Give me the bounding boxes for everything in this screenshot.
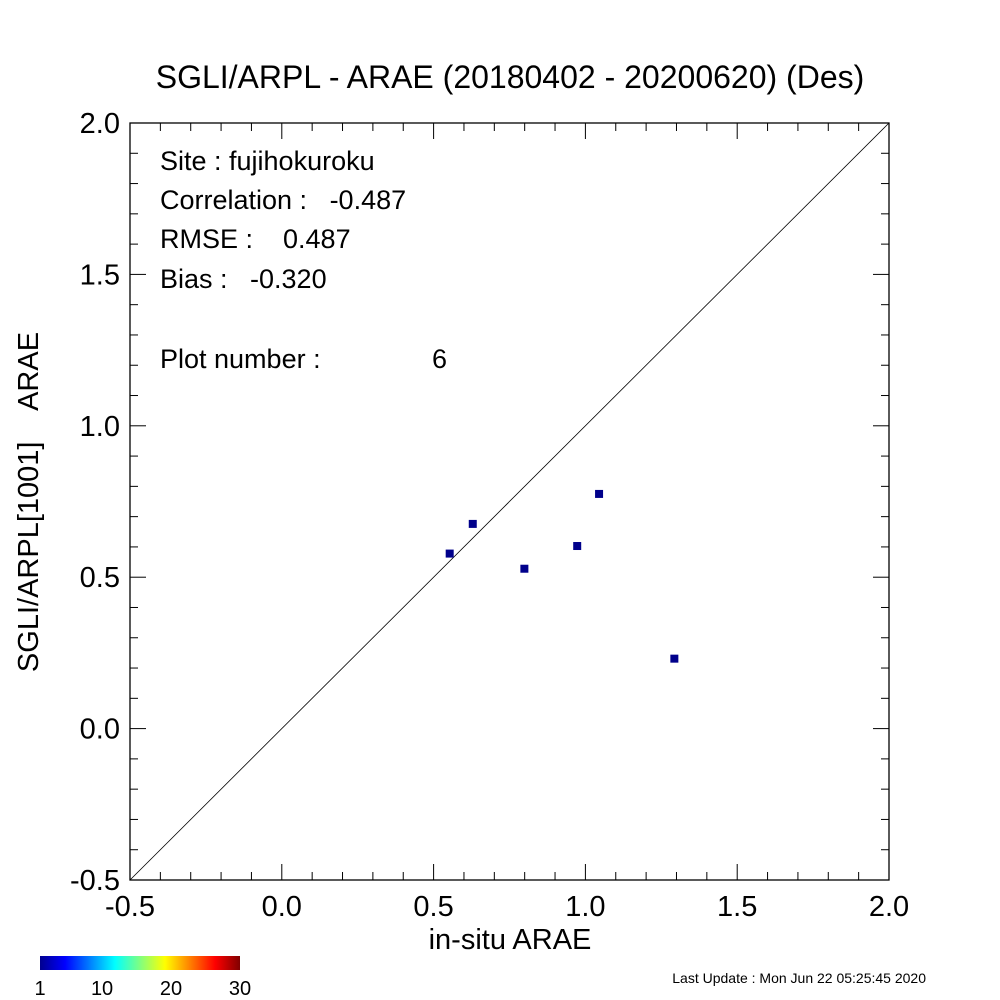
y-tick-label: 1.5: [80, 259, 120, 291]
x-tick-label: 0.5: [413, 891, 453, 923]
y-tick-label: 2.0: [80, 108, 120, 140]
y-axis-label: SGLI/ARPL[1001] ARAE: [13, 332, 45, 672]
correlation-annotation: Correlation : -0.487: [160, 185, 406, 215]
axis-tick-labels: -0.5 0.0 0.5 1.0 1.5 2.0 -0.5 0.0 0.5 1.0 1.5 2.0: [70, 108, 909, 923]
colorbar-tick-label: 30: [229, 978, 251, 1000]
x-tick-label: 2.0: [869, 891, 909, 923]
data-point: [520, 564, 529, 573]
data-points: [445, 489, 679, 663]
colorbar-tick-label: 1: [34, 978, 45, 1000]
y-tick-label: 1.0: [80, 411, 120, 443]
colorbar-labels: 1 10 20 30: [34, 978, 251, 1000]
colorbar-tick-label: 20: [160, 978, 182, 1000]
x-tick-label: -0.5: [105, 891, 155, 923]
rmse-annotation: RMSE : 0.487: [160, 224, 351, 254]
x-axis-label: in-situ ARAE: [429, 924, 592, 956]
y-tick-label: -0.5: [70, 865, 120, 897]
y-tick-label: 0.0: [80, 714, 120, 746]
colorbar-tick-label: 10: [91, 978, 113, 1000]
data-point: [670, 654, 679, 663]
data-point: [468, 519, 477, 528]
one-to-one-line: [129, 122, 890, 881]
last-update-text: Last Update : Mon Jun 22 05:25:45 2020: [672, 970, 926, 986]
y-tick-label: 0.5: [80, 562, 120, 594]
x-tick-label: 1.5: [717, 891, 757, 923]
x-tick-label: 1.0: [565, 891, 605, 923]
axis-ticks: [129, 122, 890, 881]
site-annotation: Site : fujihokuroku: [160, 146, 375, 176]
x-tick-label: 0.0: [262, 891, 302, 923]
plot-number-label: Plot number :: [160, 344, 321, 374]
data-point: [595, 489, 604, 498]
data-point: [445, 549, 454, 558]
chart-title: SGLI/ARPL - ARAE (20180402 - 20200620) (…: [156, 59, 865, 95]
colorbar: [40, 956, 240, 970]
bias-annotation: Bias : -0.320: [160, 264, 327, 294]
plot-frame: [129, 122, 890, 881]
plot-number-value: 6: [432, 344, 447, 374]
data-point: [573, 542, 582, 551]
